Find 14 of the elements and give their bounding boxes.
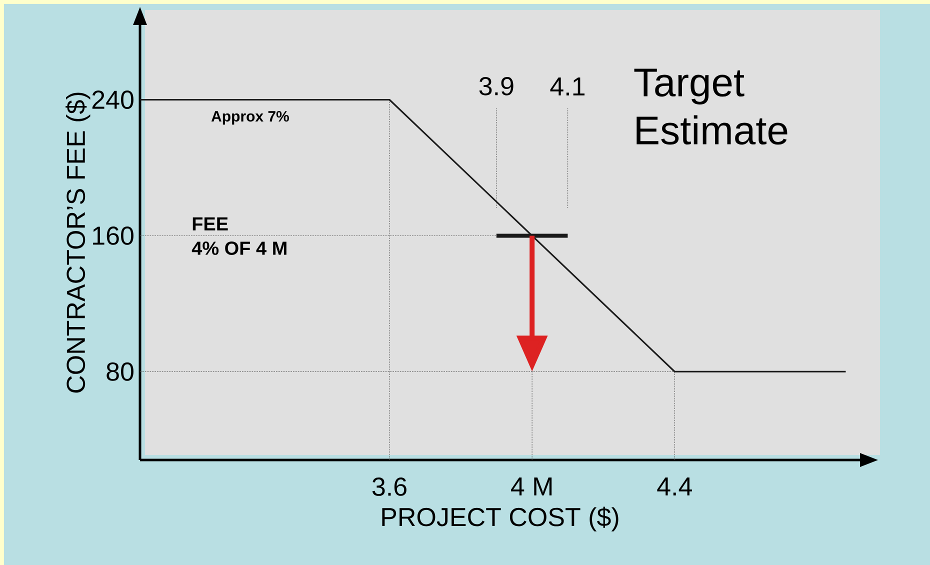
x-tick-label: 4 M: [511, 478, 552, 496]
x-tick-label: 4.4: [657, 478, 692, 496]
annotation: 4% OF 4 M: [192, 242, 286, 255]
y-tick-label: 80: [106, 362, 134, 381]
ref-line-label: 4.1: [550, 78, 585, 96]
x-axis-title: PROJECT COST ($): [382, 506, 618, 532]
annotation: Approx 7%: [211, 111, 289, 125]
x-tick-label: 3.6: [372, 478, 406, 496]
ref-line-label: 3.9: [479, 76, 514, 96]
y-tick-label: 160: [93, 226, 134, 245]
y-axis-title: CONTRACTOR’S FEE ($): [66, 92, 90, 393]
y-tick-label: 240: [92, 90, 134, 109]
annotation: FEE: [192, 217, 228, 230]
text: Target Estimate: [634, 68, 788, 145]
